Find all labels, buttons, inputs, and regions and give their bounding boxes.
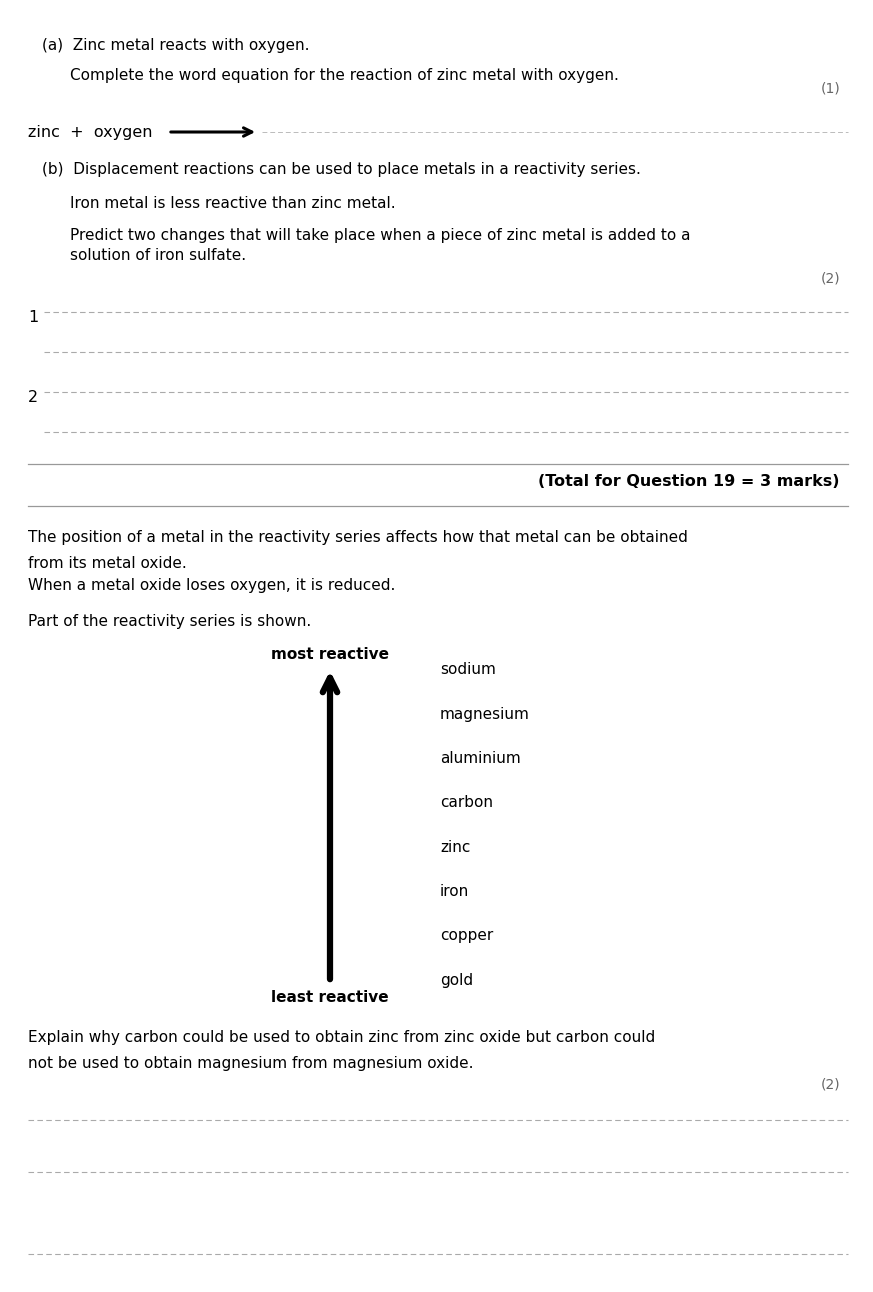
- Text: (1): (1): [821, 81, 840, 96]
- Text: (a)  Zinc metal reacts with oxygen.: (a) Zinc metal reacts with oxygen.: [42, 37, 310, 53]
- Text: Predict two changes that will take place when a piece of zinc metal is added to : Predict two changes that will take place…: [70, 227, 691, 243]
- Text: zinc: zinc: [440, 840, 471, 854]
- Text: 2: 2: [28, 390, 38, 404]
- Text: not be used to obtain magnesium from magnesium oxide.: not be used to obtain magnesium from mag…: [28, 1056, 473, 1071]
- Text: 1: 1: [28, 310, 38, 326]
- Text: solution of iron sulfate.: solution of iron sulfate.: [70, 248, 246, 264]
- Text: sodium: sodium: [440, 663, 496, 677]
- Text: least reactive: least reactive: [272, 990, 388, 1005]
- Text: carbon: carbon: [440, 796, 493, 810]
- Text: copper: copper: [440, 928, 493, 943]
- Text: Explain why carbon could be used to obtain zinc from zinc oxide but carbon could: Explain why carbon could be used to obta…: [28, 1030, 656, 1045]
- Text: gold: gold: [440, 973, 473, 987]
- Text: The position of a metal in the reactivity series affects how that metal can be o: The position of a metal in the reactivit…: [28, 530, 688, 545]
- Text: iron: iron: [440, 884, 470, 899]
- Text: aluminium: aluminium: [440, 751, 521, 766]
- Text: most reactive: most reactive: [271, 647, 389, 662]
- Text: magnesium: magnesium: [440, 707, 530, 722]
- Text: When a metal oxide loses oxygen, it is reduced.: When a metal oxide loses oxygen, it is r…: [28, 578, 395, 593]
- Text: (b)  Displacement reactions can be used to place metals in a reactivity series.: (b) Displacement reactions can be used t…: [42, 162, 641, 177]
- Text: Part of the reactivity series is shown.: Part of the reactivity series is shown.: [28, 614, 312, 629]
- Text: Complete the word equation for the reaction of zinc metal with oxygen.: Complete the word equation for the react…: [70, 68, 619, 83]
- Text: from its metal oxide.: from its metal oxide.: [28, 556, 187, 571]
- Text: zinc  +  oxygen: zinc + oxygen: [28, 124, 153, 140]
- Text: (2): (2): [821, 1078, 840, 1092]
- Text: (Total for Question 19 = 3 marks): (Total for Question 19 = 3 marks): [539, 474, 840, 488]
- Text: Iron metal is less reactive than zinc metal.: Iron metal is less reactive than zinc me…: [70, 196, 395, 211]
- Text: (2): (2): [821, 273, 840, 286]
